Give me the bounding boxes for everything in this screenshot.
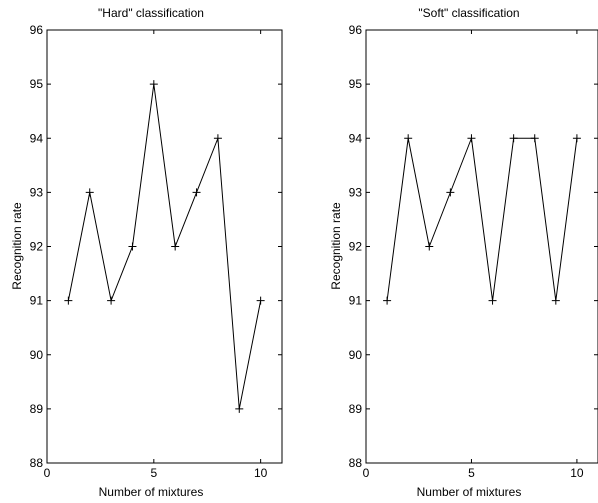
left-data-point-marker <box>85 188 94 197</box>
right-chart-title: "Soft" classification <box>418 6 519 20</box>
right-data-point-marker <box>509 134 518 143</box>
right-x-axis-label: Number of mixtures <box>417 485 522 498</box>
right-data-point-marker <box>551 296 560 305</box>
right-y-tick-label: 88 <box>349 456 363 470</box>
left-y-tick-label: 93 <box>30 185 44 199</box>
left-data-point-marker <box>256 296 265 305</box>
left-series-line <box>67 84 262 409</box>
left-y-tick-label: 91 <box>30 294 44 308</box>
right-data-point-marker <box>446 188 455 197</box>
right-data-point-marker <box>530 134 539 143</box>
left-y-tick-label: 95 <box>30 77 44 91</box>
left-data-point-marker <box>213 134 222 143</box>
right-data-point-marker <box>383 296 392 305</box>
right-x-tick-label: 10 <box>570 466 584 480</box>
left-data-point-marker <box>128 242 137 251</box>
right-y-tick-label: 89 <box>349 402 363 416</box>
right-y-tick-label: 92 <box>349 240 363 254</box>
right-data-point-marker <box>488 296 497 305</box>
right-series-line <box>386 137 578 301</box>
right-y-axis-label: Recognition rate <box>329 202 343 290</box>
left-data-point-marker <box>107 296 116 305</box>
left-y-tick-label: 90 <box>30 348 44 362</box>
right-x-tick-label: 5 <box>468 466 475 480</box>
left-y-axis-label: Recognition rate <box>10 202 24 290</box>
right-data-point-marker <box>425 242 434 251</box>
left-y-tick-label: 92 <box>30 240 44 254</box>
right-data-point-marker <box>467 134 476 143</box>
right-y-tick-label: 96 <box>349 23 363 37</box>
right-y-tick-label: 95 <box>349 77 363 91</box>
right-y-tick-label: 93 <box>349 185 363 199</box>
left-data-point-marker <box>192 188 201 197</box>
left-x-tick-label: 10 <box>254 466 268 480</box>
right-x-tick-label: 0 <box>363 466 370 480</box>
left-y-tick-label: 96 <box>30 23 44 37</box>
left-x-axis-label: Number of mixtures <box>99 485 204 498</box>
left-data-point-marker <box>171 242 180 251</box>
left-axes-box <box>46 29 283 464</box>
left-chart-title: "Hard" classification <box>98 6 204 20</box>
right-panel: "Soft" classification Recognition rate N… <box>329 6 598 499</box>
left-y-tick-label: 89 <box>30 402 44 416</box>
right-data-point-marker <box>572 134 581 143</box>
left-data-point-marker <box>149 80 158 89</box>
left-data-point-marker <box>64 296 73 305</box>
left-y-tick-label: 88 <box>30 456 44 470</box>
left-x-tick-label: 5 <box>150 466 157 480</box>
left-y-tick-label: 94 <box>30 131 44 145</box>
left-x-tick-label: 0 <box>44 466 51 480</box>
right-y-tick-label: 90 <box>349 348 363 362</box>
left-panel: "Hard" classification Recognition rate N… <box>10 6 283 499</box>
left-data-point-marker <box>235 404 244 413</box>
right-y-tick-label: 91 <box>349 294 363 308</box>
right-y-tick-label: 94 <box>349 131 363 145</box>
right-data-point-marker <box>404 134 413 143</box>
